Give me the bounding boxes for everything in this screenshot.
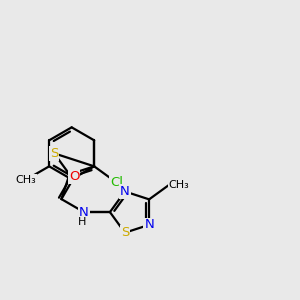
Text: S: S (121, 226, 129, 239)
Text: CH₃: CH₃ (169, 180, 189, 190)
Text: H: H (78, 217, 86, 227)
Text: CH₃: CH₃ (16, 175, 36, 185)
Text: N: N (120, 185, 130, 198)
Text: O: O (69, 170, 80, 183)
Text: Cl: Cl (110, 176, 123, 189)
Text: S: S (50, 147, 58, 160)
Text: N: N (144, 218, 154, 231)
Text: N: N (79, 206, 89, 219)
